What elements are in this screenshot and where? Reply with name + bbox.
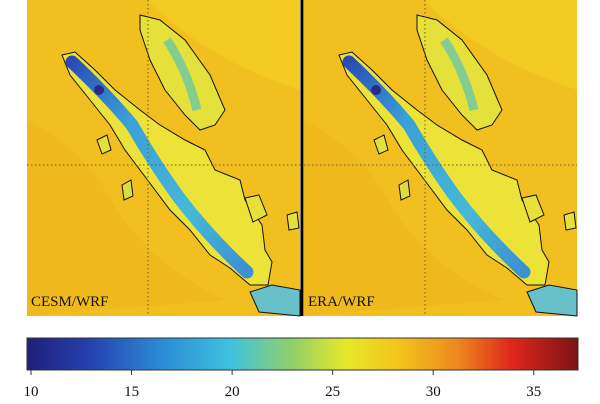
panel-label: ERA/WRF bbox=[308, 294, 375, 310]
tick-label: 15 bbox=[124, 384, 139, 400]
map-panel bbox=[27, 0, 300, 316]
colorbar bbox=[26, 337, 579, 371]
tick-label: 10 bbox=[24, 384, 39, 400]
map-panel bbox=[304, 0, 577, 316]
tick-label: 20 bbox=[225, 384, 240, 400]
tick-label: 35 bbox=[526, 384, 541, 400]
tick-label: 30 bbox=[426, 384, 441, 400]
panel-label: CESM/WRF bbox=[31, 294, 109, 310]
tick-label: 25 bbox=[325, 384, 340, 400]
